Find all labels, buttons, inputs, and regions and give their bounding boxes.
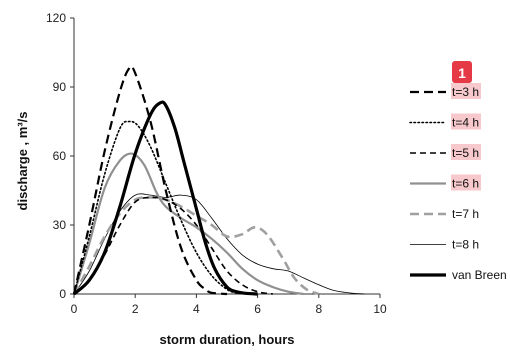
legend-highlight-t-5-h — [451, 144, 481, 160]
series-line-t-8-h — [73, 193, 365, 295]
legend-label-t-6-h: t=6 h — [452, 177, 479, 191]
x-tick-label: 6 — [254, 302, 261, 316]
series-line-t-3-h — [72, 65, 228, 296]
legend-highlight-t-3-h — [451, 83, 481, 99]
y-axis-title: discharge , m³/s — [15, 112, 30, 211]
legend-label-t-7-h: t=7 h — [452, 207, 479, 221]
series-line-van-breen — [72, 100, 258, 296]
badge-box — [452, 61, 472, 83]
series-layer — [72, 65, 365, 296]
legend-label-van-breen: van Breen — [452, 268, 507, 282]
legend-highlight-t-6-h — [451, 174, 481, 191]
x-tick-label: 4 — [193, 302, 200, 316]
y-tick-label: 0 — [59, 287, 66, 301]
series-line-t-4-h — [73, 120, 244, 295]
y-tick-label: 30 — [53, 218, 67, 232]
badge-label: 1 — [458, 65, 466, 81]
x-tick-label: 0 — [71, 302, 78, 316]
legend-label-t-5-h: t=5 h — [452, 146, 479, 160]
legend-highlight-t-4-h — [451, 113, 481, 130]
annotation-badge: 1 — [452, 61, 472, 83]
series-line-t-6-h — [72, 152, 304, 296]
x-tick-label: 2 — [132, 302, 139, 316]
legend: t=3 h t=4 h t=5 h t=6 h t=7 h t=8 h van Breen — [409, 83, 507, 282]
axes: 0 30 60 90 120 0 2 4 6 8 10 storm duration, hours di… — [15, 11, 387, 347]
x-tick-label: 10 — [373, 302, 387, 316]
legend-label-t-8-h: t=8 h — [452, 238, 479, 252]
legend-label-t-3-h: t=3 h — [452, 85, 479, 99]
y-tick-label: 120 — [46, 11, 66, 25]
x-tick-label: 8 — [315, 302, 322, 316]
y-tick-label: 90 — [53, 80, 67, 94]
y-tick-label: 60 — [53, 149, 67, 163]
x-axis-title: storm duration, hours — [159, 332, 294, 347]
legend-label-t-4-h: t=4 h — [452, 116, 479, 130]
